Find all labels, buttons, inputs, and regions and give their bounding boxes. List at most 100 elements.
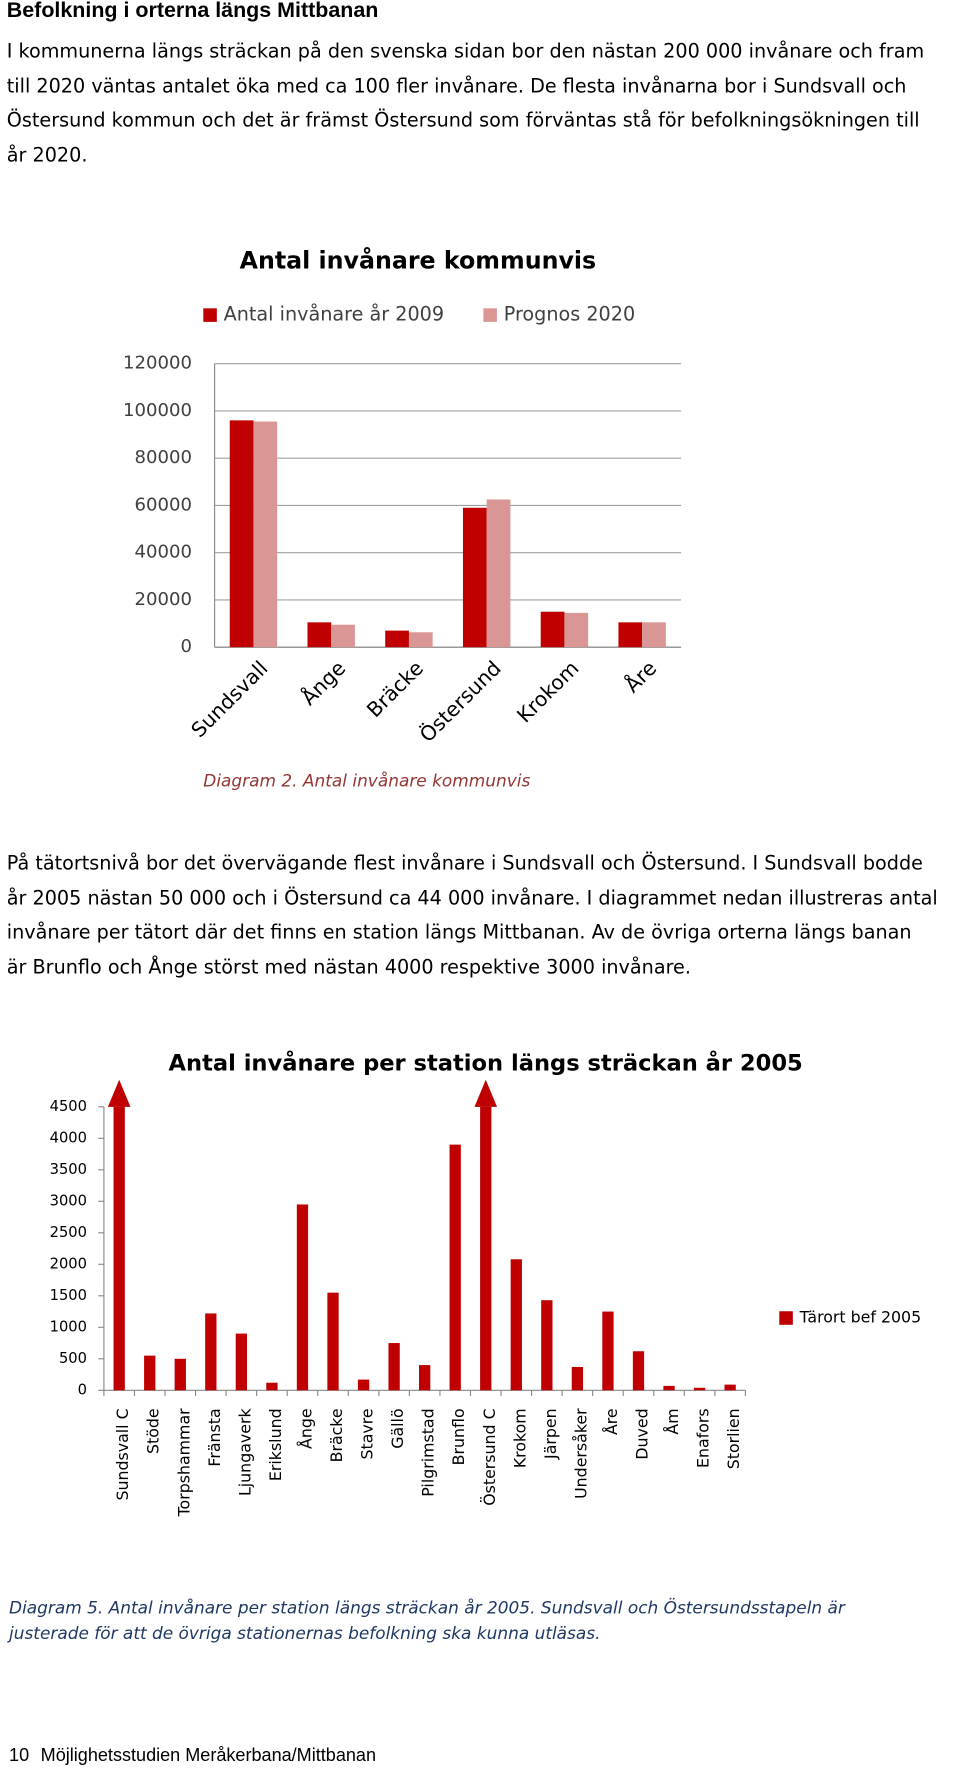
body-line: år 2005 nästan 50 000 och i Östersund ca… — [7, 887, 938, 910]
y-tick-label: 0 — [181, 636, 193, 657]
y-tick-label: 500 — [59, 1350, 87, 1367]
x-tick-label: Undersåker — [571, 1408, 590, 1499]
x-tick-label: Krokom — [512, 656, 583, 727]
bar — [331, 624, 355, 648]
bar — [388, 1343, 400, 1391]
bar — [296, 1204, 309, 1391]
y-tick-label: 1500 — [50, 1287, 87, 1304]
y-tick-label: 0 — [78, 1381, 87, 1398]
x-tick-label: Stavre — [358, 1408, 377, 1459]
intro-line: I kommunerna längs sträckan på den svens… — [7, 39, 924, 62]
bar — [618, 622, 643, 648]
x-tick-label: Ånge — [296, 1408, 315, 1449]
page-number: 10 — [9, 1745, 29, 1765]
footer-title: Möjlighetsstudien Meråkerbana/Mittbanan — [41, 1745, 376, 1765]
x-tick-label: Brunflo — [449, 1408, 468, 1465]
legend-swatch — [779, 1311, 793, 1325]
bar — [205, 1313, 217, 1391]
x-tick-label: Järpen — [541, 1408, 560, 1460]
y-tick-label: 60000 — [135, 494, 192, 515]
bar — [510, 1259, 522, 1391]
bar — [266, 1382, 278, 1391]
intro-line: Östersund kommun och det är främst Öster… — [7, 108, 920, 131]
bar — [449, 1144, 461, 1391]
bar — [571, 1366, 584, 1391]
bar — [144, 1355, 156, 1391]
x-tick-label: Krokom — [510, 1408, 529, 1468]
x-tick-label: Erikslund — [266, 1408, 285, 1481]
x-tick-label: Pilgrimstad — [419, 1408, 438, 1496]
y-tick-label: 1000 — [50, 1318, 87, 1335]
legend-swatch — [203, 308, 217, 322]
bar — [541, 1300, 553, 1391]
x-tick-label: Östersund — [414, 655, 506, 747]
caption: Diagram 5. Antal invånare per station lä… — [9, 1596, 846, 1617]
bar — [642, 622, 666, 648]
chart-title: Antal invånare kommunvis — [240, 247, 597, 275]
y-tick-label: 40000 — [135, 542, 192, 563]
intro-line: år 2020. — [7, 143, 88, 166]
x-tick-label: Fränsta — [205, 1408, 224, 1466]
y-tick-label: 2500 — [50, 1224, 87, 1241]
bar — [632, 1351, 645, 1391]
y-tick-label: 4500 — [50, 1098, 87, 1115]
clip-arrow — [107, 1079, 131, 1107]
bar — [253, 421, 278, 648]
legend-label: Tärort bef 2005 — [799, 1308, 922, 1327]
bar — [540, 611, 565, 648]
x-tick-label: Bräcke — [327, 1408, 346, 1462]
bar — [357, 1379, 370, 1391]
legend-swatch — [483, 308, 497, 322]
x-tick-label: Östersund C — [480, 1408, 499, 1505]
y-tick-label: 20000 — [135, 589, 192, 610]
legend-label: Antal invånare år 2009 — [224, 303, 444, 326]
bar — [174, 1358, 186, 1391]
bar — [385, 630, 409, 648]
x-tick-label: Stöde — [144, 1408, 163, 1454]
body-line: På tätortsnivå bor det övervägande flest… — [7, 851, 923, 874]
x-tick-label: Enafors — [694, 1408, 713, 1468]
x-tick-label: Sundsvall — [186, 656, 272, 742]
y-tick-label: 2000 — [50, 1255, 87, 1272]
intro-line: till 2020 väntas antalet öka med ca 100 … — [7, 74, 907, 97]
body-line: är Brunflo och Ånge störst med nästan 40… — [7, 955, 691, 978]
bar — [327, 1292, 339, 1391]
y-tick-label: 3500 — [50, 1161, 87, 1178]
y-tick-label: 100000 — [123, 400, 192, 421]
bar — [486, 499, 511, 648]
chart-title: Antal invånare per station längs sträcka… — [169, 1049, 803, 1076]
bar — [724, 1384, 736, 1391]
bar — [602, 1311, 614, 1391]
y-tick-label: 3000 — [50, 1192, 87, 1209]
x-tick-label: Torpshammar — [174, 1408, 193, 1518]
bar — [693, 1387, 706, 1391]
y-tick-label: 120000 — [123, 353, 192, 374]
y-tick-label: 80000 — [135, 447, 192, 468]
x-tick-label: Ljungaverk — [235, 1408, 254, 1496]
bar — [235, 1333, 248, 1391]
bar — [419, 1365, 431, 1391]
x-tick-label: Sundsvall C — [113, 1408, 132, 1500]
bar — [307, 622, 332, 648]
caption: justerade för att de övriga stationernas… — [7, 1623, 600, 1643]
bar — [663, 1385, 675, 1391]
bar — [113, 1106, 125, 1391]
caption: Diagram 2. Antal invånare kommunvis — [203, 771, 530, 791]
bar — [408, 632, 433, 648]
bar — [480, 1106, 492, 1391]
x-tick-label: Bräcke — [362, 656, 428, 722]
bar — [564, 612, 589, 648]
x-tick-label: Ånge — [295, 655, 350, 710]
x-tick-label: Åre — [619, 655, 662, 698]
x-tick-label: Åre — [602, 1408, 621, 1435]
legend-label: Prognos 2020 — [504, 303, 635, 326]
y-tick-label: 4000 — [50, 1129, 87, 1146]
x-tick-label: Gällö — [388, 1408, 407, 1448]
bar — [462, 507, 487, 648]
body-line: invånare per tätort där det finns en sta… — [7, 920, 912, 943]
x-tick-label: Åm — [663, 1408, 682, 1434]
clip-arrow — [474, 1079, 498, 1107]
x-tick-label: Storlien — [724, 1408, 743, 1469]
